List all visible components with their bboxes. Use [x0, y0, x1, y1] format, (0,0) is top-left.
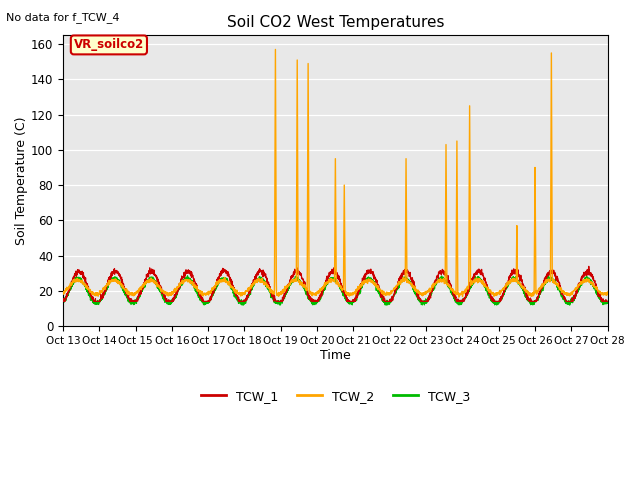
- TCW_3: [593, 291, 601, 297]
- TCW_3: [604, 300, 612, 306]
- Line: TCW_2: TCW_2: [63, 49, 608, 297]
- TCW_1: [60, 299, 67, 304]
- TCW_1: [604, 299, 612, 304]
- TCW_1: [292, 269, 300, 275]
- Text: VR_soilco2: VR_soilco2: [74, 38, 144, 51]
- X-axis label: Time: Time: [320, 348, 351, 361]
- Text: No data for f_TCW_4: No data for f_TCW_4: [6, 12, 120, 23]
- TCW_2: [604, 289, 612, 295]
- Line: TCW_1: TCW_1: [63, 266, 608, 301]
- TCW_2: [593, 287, 601, 293]
- TCW_3: [200, 302, 208, 308]
- TCW_1: [268, 294, 276, 300]
- TCW_3: [121, 292, 129, 298]
- Y-axis label: Soil Temperature (C): Soil Temperature (C): [15, 117, 28, 245]
- TCW_2: [154, 282, 161, 288]
- TCW_2: [121, 287, 129, 292]
- TCW_2: [271, 47, 279, 52]
- TCW_3: [292, 275, 300, 280]
- TCW_1: [534, 293, 542, 299]
- TCW_1: [593, 286, 601, 292]
- TCW_3: [59, 301, 67, 307]
- TCW_2: [292, 276, 300, 282]
- TCW_3: [184, 273, 191, 279]
- TCW_1: [59, 299, 67, 304]
- TCW_2: [455, 294, 463, 300]
- TCW_1: [122, 288, 129, 293]
- TCW_1: [585, 264, 593, 269]
- TCW_2: [535, 286, 543, 291]
- TCW_3: [154, 282, 161, 288]
- TCW_1: [154, 276, 161, 281]
- TCW_3: [535, 294, 543, 300]
- Line: TCW_3: TCW_3: [63, 276, 608, 305]
- TCW_2: [268, 288, 276, 293]
- Legend: TCW_1, TCW_2, TCW_3: TCW_1, TCW_2, TCW_3: [196, 384, 475, 408]
- TCW_3: [268, 294, 276, 300]
- Title: Soil CO2 West Temperatures: Soil CO2 West Temperatures: [227, 15, 444, 30]
- TCW_2: [59, 291, 67, 297]
